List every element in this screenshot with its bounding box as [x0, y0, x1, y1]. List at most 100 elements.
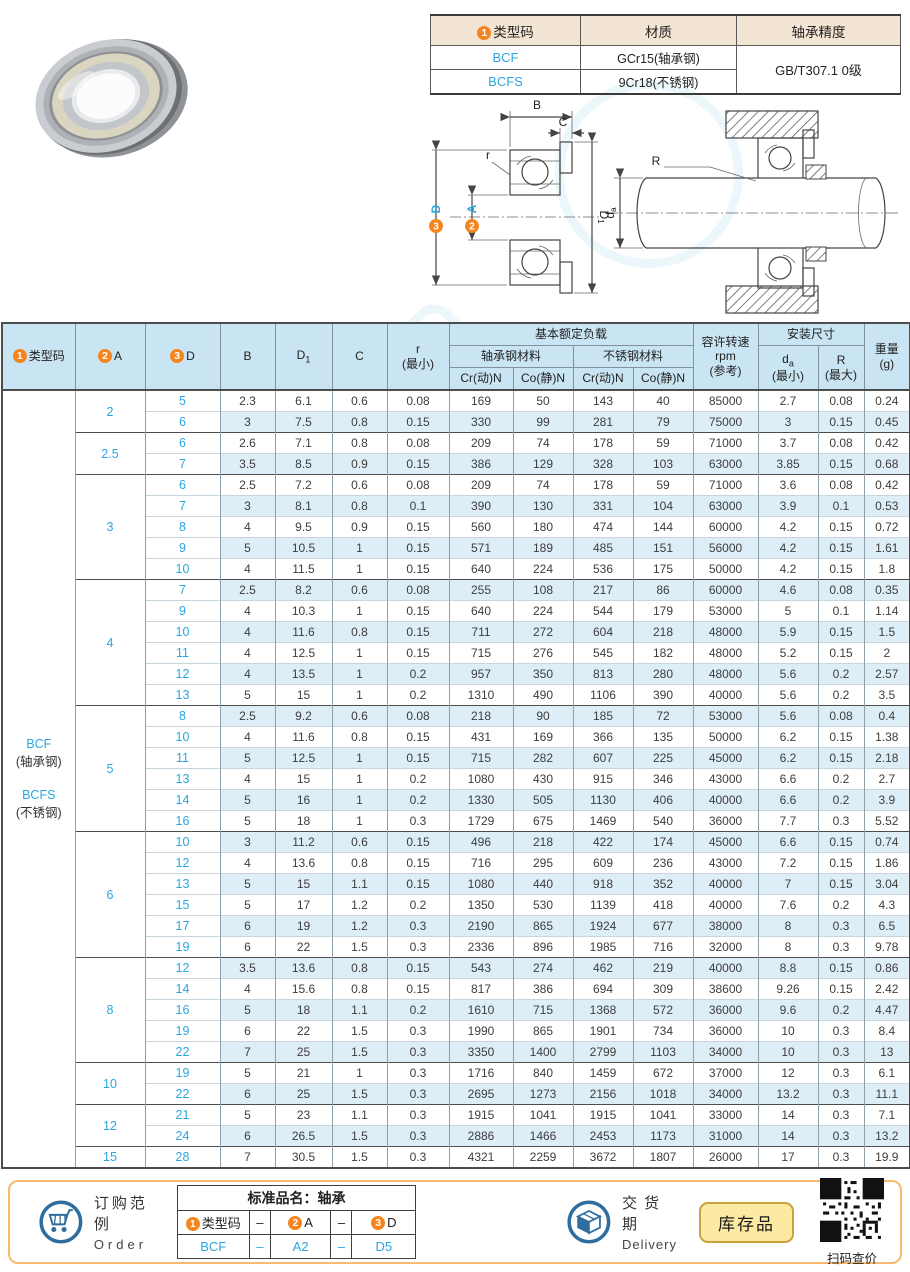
- spec-value-cell: 1990: [448, 1020, 513, 1042]
- spec-value-cell: 1: [331, 537, 387, 559]
- spec-value-cell: 0.3: [817, 1104, 865, 1126]
- bearing-mounting-diagram: R da: [603, 110, 900, 314]
- spec-value-cell: 418: [632, 894, 694, 916]
- cart-icon: [39, 1200, 83, 1244]
- spec-value-cell: 5: [219, 1062, 275, 1084]
- spec-value-cell: 0.9: [331, 453, 387, 475]
- spec-value-cell: 26.5: [274, 1125, 332, 1147]
- spec-value-cell: 13.2: [863, 1125, 910, 1147]
- spec-value-cell: 48000: [692, 621, 759, 643]
- spec-value-cell: 0.3: [386, 1062, 449, 1084]
- spec-value-cell: 309: [632, 978, 694, 1000]
- spec-value-cell: 0.08: [386, 389, 449, 412]
- col-r: r (最小): [386, 322, 450, 391]
- spec-value-cell: 45000: [692, 831, 759, 853]
- spec-value-cell: 9.78: [863, 936, 910, 958]
- spec-value-cell: 0.3: [386, 1020, 449, 1042]
- spec-value-cell: 13.6: [274, 852, 332, 874]
- col-b: B: [219, 322, 276, 391]
- spec-value-cell: 8: [757, 936, 819, 958]
- spec-value-cell: 0.15: [817, 621, 865, 643]
- spec-value-cell: 7: [757, 873, 819, 895]
- spec-value-cell: 0.08: [386, 705, 449, 727]
- spec-value-cell: 813: [572, 663, 633, 685]
- spec-value-cell: 255: [448, 579, 513, 601]
- spec-row: 12 4 13.6 0.8 0.15 716 295 609 236 43000 7.2 0.15 1.…: [2, 852, 910, 874]
- spec-value-cell: 1173: [632, 1125, 694, 1147]
- spec-value-cell: 7.2: [274, 474, 332, 496]
- spec-value-cell: 1103: [632, 1041, 694, 1063]
- col-rpm: 容许转速 rpm (参考): [692, 322, 759, 391]
- spec-value-cell: 0.3: [817, 1083, 865, 1105]
- spec-value-cell: 6.2: [757, 747, 819, 769]
- spec-value-cell: 0.3: [386, 1104, 449, 1126]
- spec-value-cell: 4321: [448, 1146, 513, 1168]
- order-value-a: A2: [269, 1234, 332, 1259]
- spec-value-cell: 53000: [692, 600, 759, 622]
- spec-row: 3 6 2.5 7.2 0.6 0.08 209 74 178 59 71000 3.6 0.08 0.4…: [2, 474, 910, 580]
- spec-value-cell: 0.15: [386, 600, 449, 622]
- bearing-cross-section-diagram: B C r 3 D 2 A D1: [429, 98, 611, 294]
- spec-value-cell: 5.6: [757, 663, 819, 685]
- spec-value-cell: 1: [331, 663, 387, 685]
- spec-value-cell: 1469: [572, 810, 633, 832]
- a-value-cell: 8: [74, 957, 145, 1063]
- spec-value-cell: 5.52: [863, 810, 910, 832]
- spec-value-cell: 0.8: [331, 957, 387, 979]
- spec-value-cell: 40000: [692, 957, 759, 979]
- d-value-cell: 14: [144, 789, 220, 811]
- spec-value-cell: 0.2: [386, 789, 449, 811]
- d-value-cell: 7: [144, 453, 220, 475]
- spec-value-cell: 32000: [692, 936, 759, 958]
- spec-value-cell: 0.6: [331, 705, 387, 727]
- spec-value-cell: 5.6: [757, 684, 819, 706]
- spec-value-cell: 2336: [448, 936, 513, 958]
- d-value-cell: 8: [144, 705, 220, 727]
- spec-value-cell: 406: [632, 789, 694, 811]
- spec-value-cell: 50000: [692, 558, 759, 580]
- spec-value-cell: 14: [757, 1125, 819, 1147]
- spec-value-cell: 0.15: [386, 642, 449, 664]
- svg-text:R: R: [652, 154, 661, 168]
- spec-value-cell: 4.3: [863, 894, 910, 916]
- spec-value-cell: 0.35: [863, 579, 910, 601]
- spec-value-cell: 1: [331, 768, 387, 790]
- type-code-bcfs: BCFS: [430, 69, 581, 95]
- qr-code: [820, 1177, 884, 1242]
- spec-value-cell: 1.2: [331, 915, 387, 937]
- spec-value-cell: 272: [512, 621, 573, 643]
- spec-value-cell: 1330: [448, 789, 513, 811]
- spec-value-cell: 0.2: [386, 894, 449, 916]
- spec-value-cell: 7.7: [757, 810, 819, 832]
- spec-value-cell: 2190: [448, 915, 513, 937]
- spec-value-cell: 6: [219, 1125, 275, 1147]
- spec-value-cell: 8.2: [274, 579, 332, 601]
- spec-value-cell: 7: [219, 1041, 275, 1063]
- spec-value-cell: 4: [219, 768, 275, 790]
- spec-value-cell: 71000: [692, 432, 759, 454]
- spec-value-cell: 716: [448, 852, 513, 874]
- material-bcf: GCr15(轴承钢): [580, 45, 737, 70]
- material-table-header: 1 类型码 材质 轴承精度: [430, 14, 901, 46]
- spec-value-cell: 169: [512, 726, 573, 748]
- spec-value-cell: 0.68: [863, 453, 910, 475]
- spec-value-cell: 2695: [448, 1083, 513, 1105]
- spec-value-cell: 1.86: [863, 852, 910, 874]
- spec-value-cell: 6: [219, 1020, 275, 1042]
- spec-row: 13 5 15 1.1 0.15 1080 440 918 352 40000 7 0.15 3.04: [2, 873, 910, 895]
- spec-value-cell: 5: [219, 747, 275, 769]
- spec-value-cell: 0.15: [386, 537, 449, 559]
- spec-value-cell: 545: [572, 642, 633, 664]
- d-value-cell: 7: [144, 579, 220, 601]
- spec-value-cell: 1.1: [331, 999, 387, 1021]
- spec-value-cell: 1018: [632, 1083, 694, 1105]
- spec-value-cell: 0.2: [386, 999, 449, 1021]
- spec-value-cell: 19: [274, 915, 332, 937]
- spec-value-cell: 1: [331, 747, 387, 769]
- spec-value-cell: 0.15: [817, 852, 865, 874]
- spec-value-cell: 5.9: [757, 621, 819, 643]
- spec-row: 10 4 11.6 0.8 0.15 711 272 604 218 48000 5.9 0.15 1.…: [2, 621, 910, 643]
